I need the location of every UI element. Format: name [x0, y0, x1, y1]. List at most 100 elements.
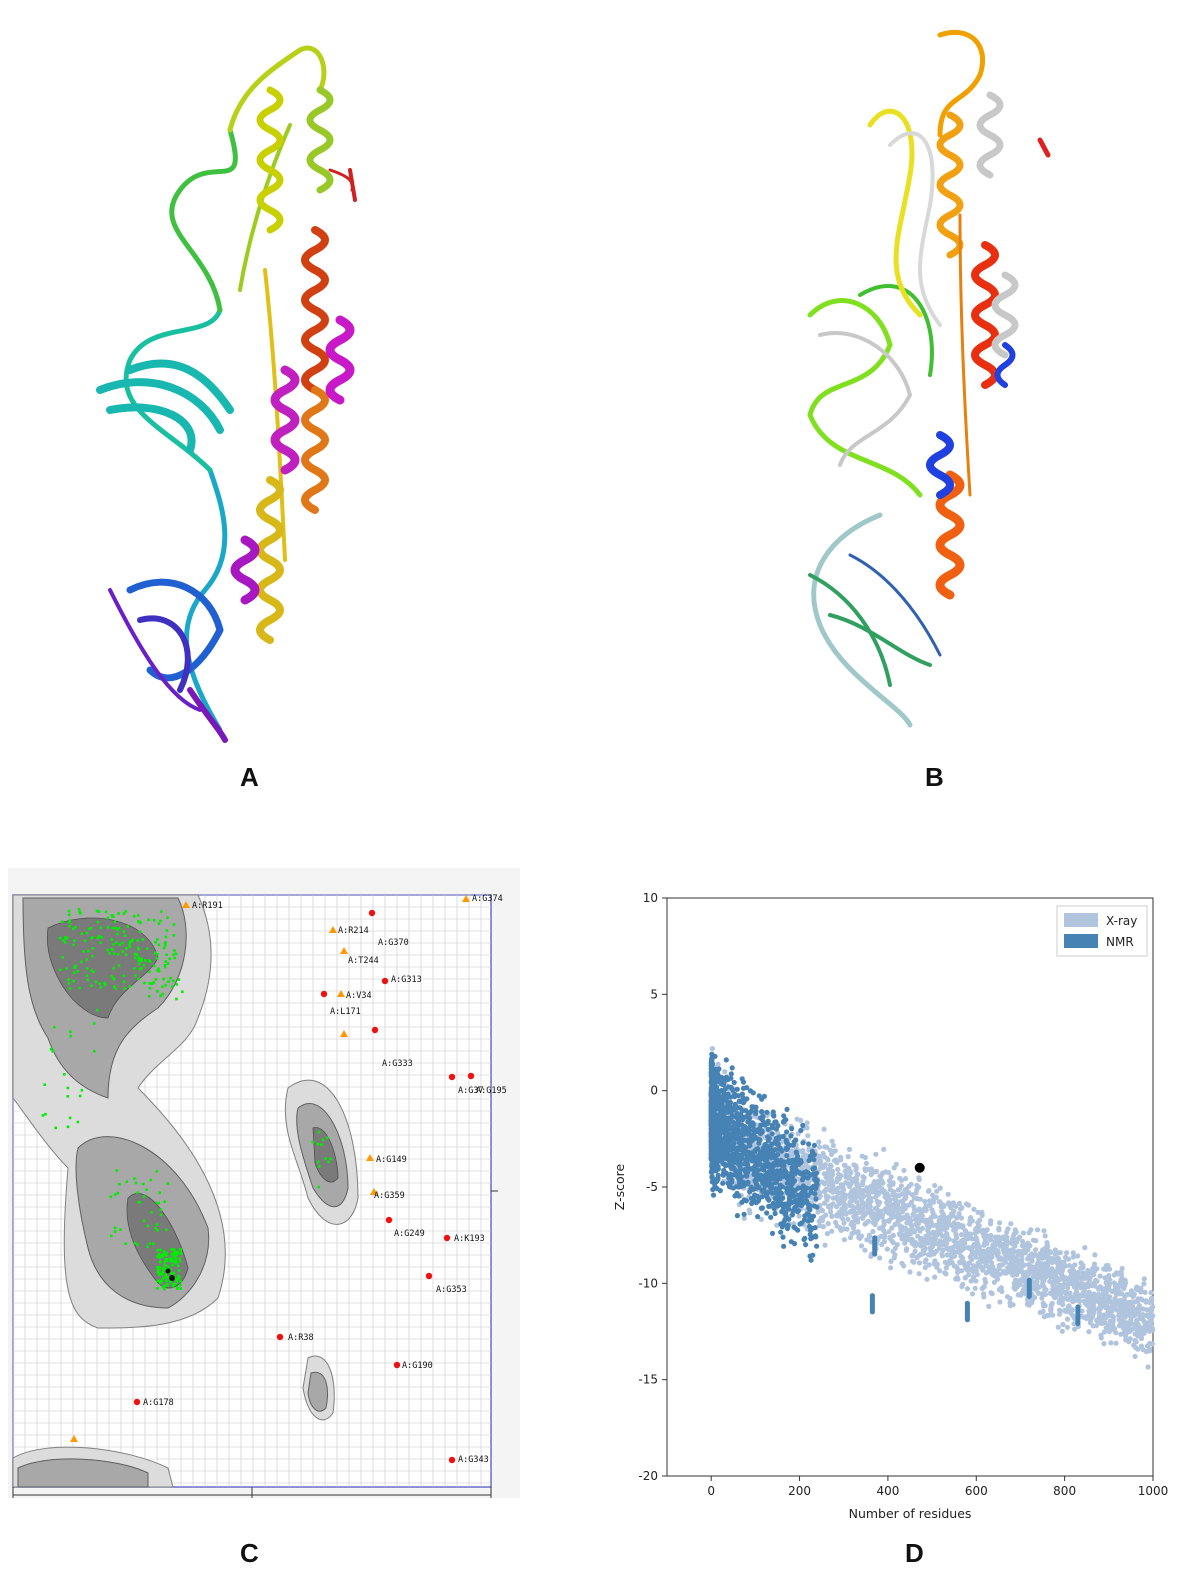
allowed-residue	[150, 1210, 153, 1214]
outlier-residue	[371, 1026, 379, 1034]
xray-point	[854, 1205, 860, 1211]
xray-point	[886, 1218, 892, 1224]
xray-point	[1032, 1294, 1038, 1301]
nmr-point	[812, 1191, 818, 1197]
allowed-residue	[83, 939, 87, 943]
xray-point	[1062, 1254, 1068, 1260]
xray-point	[1010, 1233, 1016, 1240]
allowed-residue	[43, 1083, 46, 1086]
allowed-residue	[173, 949, 176, 952]
allowed-residue	[167, 1265, 170, 1269]
xray-point	[1134, 1284, 1140, 1290]
xray-point	[1079, 1313, 1085, 1319]
allowed-residue	[168, 1278, 171, 1281]
allowed-residue	[147, 994, 151, 998]
xray-point	[1088, 1317, 1094, 1323]
xray-point	[1008, 1255, 1015, 1261]
generous-residue	[462, 895, 470, 902]
xray-point	[827, 1205, 834, 1211]
allowed-residue	[80, 1088, 84, 1092]
nmr-point	[802, 1235, 808, 1241]
outlier-label: A:G343	[458, 1455, 489, 1465]
nmr-point	[781, 1118, 787, 1124]
xray-point	[997, 1220, 1003, 1226]
nmr-point	[711, 1180, 717, 1186]
allowed-residue	[161, 1276, 165, 1280]
xray-point	[958, 1215, 964, 1221]
xray-point	[1119, 1291, 1125, 1297]
nmr-point	[739, 1174, 745, 1180]
xray-point	[885, 1201, 891, 1208]
allowed-residue	[172, 1251, 175, 1255]
allowed-residue	[165, 953, 168, 957]
xray-point	[894, 1242, 900, 1248]
nmr-point	[734, 1213, 740, 1219]
nmr-point	[709, 1102, 715, 1108]
allowed-residue	[146, 1245, 149, 1248]
xray-point	[842, 1195, 848, 1201]
allowed-residue	[166, 1276, 169, 1279]
xray-point	[1070, 1250, 1076, 1256]
nmr-point	[760, 1113, 766, 1119]
allowed-residue	[126, 925, 129, 928]
nmr-point	[772, 1210, 778, 1217]
allowed-residue	[157, 1279, 160, 1283]
xray-point	[890, 1189, 897, 1195]
xray-point	[845, 1181, 851, 1187]
xray-point	[932, 1258, 938, 1264]
xray-point	[1102, 1275, 1108, 1281]
xray-point	[1080, 1262, 1086, 1268]
nmr-point	[734, 1086, 740, 1092]
nmr-point	[791, 1139, 797, 1145]
allowed-residue	[87, 949, 90, 953]
xray-point	[1082, 1245, 1088, 1251]
xray-point	[861, 1175, 867, 1181]
legend-label-xray: X-ray	[1106, 914, 1137, 928]
xray-point	[971, 1206, 977, 1212]
allowed-residue	[123, 934, 127, 937]
allowed-residue	[175, 1280, 178, 1283]
xray-point	[1055, 1262, 1061, 1268]
xray-point	[1147, 1308, 1153, 1314]
allowed-residue	[68, 924, 71, 928]
xray-point	[997, 1299, 1003, 1305]
xray-point	[886, 1229, 892, 1235]
xray-point	[971, 1242, 978, 1248]
xray-point	[1148, 1320, 1154, 1326]
allowed-residue	[109, 1195, 113, 1199]
allowed-residue	[158, 1260, 162, 1263]
xray-point	[985, 1256, 991, 1262]
nmr-point	[741, 1137, 747, 1143]
allowed-residue	[140, 957, 143, 961]
allowed-residue	[157, 970, 161, 973]
xray-point	[804, 1120, 810, 1126]
allowed-residue	[116, 952, 120, 956]
allowed-residue	[113, 920, 117, 924]
allowed-residue	[172, 1248, 175, 1251]
allowed-residue	[316, 1160, 320, 1164]
allowed-residue	[62, 939, 65, 942]
allowed-residue	[154, 1226, 157, 1230]
allowed-residue	[163, 1200, 167, 1203]
xray-point	[936, 1242, 942, 1248]
allowed-residue	[106, 925, 110, 929]
xray-point	[958, 1238, 964, 1244]
xray-point	[997, 1262, 1003, 1268]
xray-point	[966, 1202, 972, 1208]
xray-point	[879, 1214, 885, 1220]
allowed-residue	[176, 1277, 179, 1281]
xray-point	[800, 1165, 807, 1171]
structure-panel-b	[790, 15, 1070, 735]
xray-point	[1110, 1318, 1116, 1324]
xray-point	[1045, 1258, 1051, 1264]
xray-point	[1068, 1310, 1074, 1316]
y-tick-label: -15	[638, 1373, 658, 1387]
xray-point	[1064, 1250, 1070, 1256]
xray-point	[1091, 1272, 1097, 1278]
xray-point	[931, 1232, 937, 1239]
xray-point	[840, 1216, 846, 1222]
xray-point	[1103, 1267, 1109, 1273]
xray-point	[955, 1267, 961, 1273]
allowed-residue	[95, 1008, 99, 1012]
xray-point	[890, 1240, 896, 1246]
